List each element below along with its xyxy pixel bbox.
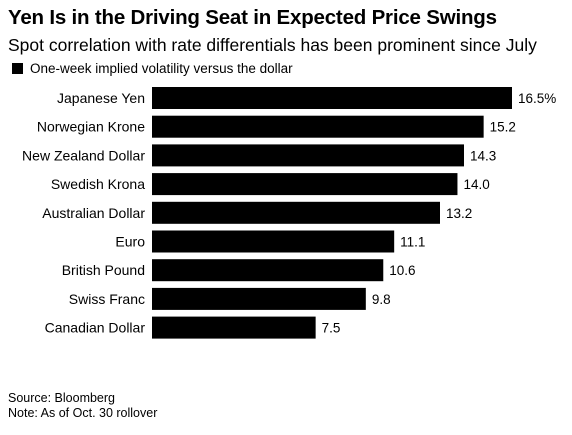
bar-chart: Japanese Yen 16.5% Norwegian Krone 15.2 New … [22,87,556,339]
bar [152,115,484,138]
value-label: 10.6 [389,263,415,278]
bar [152,287,366,310]
value-label: 14.3 [470,148,496,163]
category-label: New Zealand Dollar [22,147,145,163]
category-label: Euro [115,234,145,250]
value-label: 16.5% [518,91,556,106]
category-label: Swedish Krona [51,176,145,192]
chart-subtitle: Spot correlation with rate differentials… [8,35,537,55]
category-label: Swiss Franc [69,291,145,307]
value-label: 7.5 [322,321,341,336]
category-label: Australian Dollar [42,205,145,221]
value-label: 14.0 [463,177,489,192]
chart-title: Yen Is in the Driving Seat in Expected P… [8,6,497,29]
category-label: British Pound [62,262,145,278]
bar [152,201,440,224]
chart-legend: One-week implied volatility versus the d… [12,61,293,76]
category-label: Norwegian Krone [37,119,145,135]
bar [152,87,512,109]
bar [152,259,384,282]
bar [152,316,316,339]
bar [152,144,464,167]
source-note: Source: Bloomberg [8,391,116,405]
value-label: 11.1 [400,235,425,250]
bar [152,173,458,196]
bar [152,230,395,253]
legend-label: One-week implied volatility versus the d… [30,61,293,76]
legend-swatch [12,63,23,74]
category-label: Canadian Dollar [45,320,146,336]
footnote: Note: As of Oct. 30 rollover [8,406,158,420]
value-label: 9.8 [372,292,391,307]
value-label: 15.2 [490,120,516,135]
value-label: 13.2 [446,206,472,221]
category-label: Japanese Yen [57,90,145,106]
